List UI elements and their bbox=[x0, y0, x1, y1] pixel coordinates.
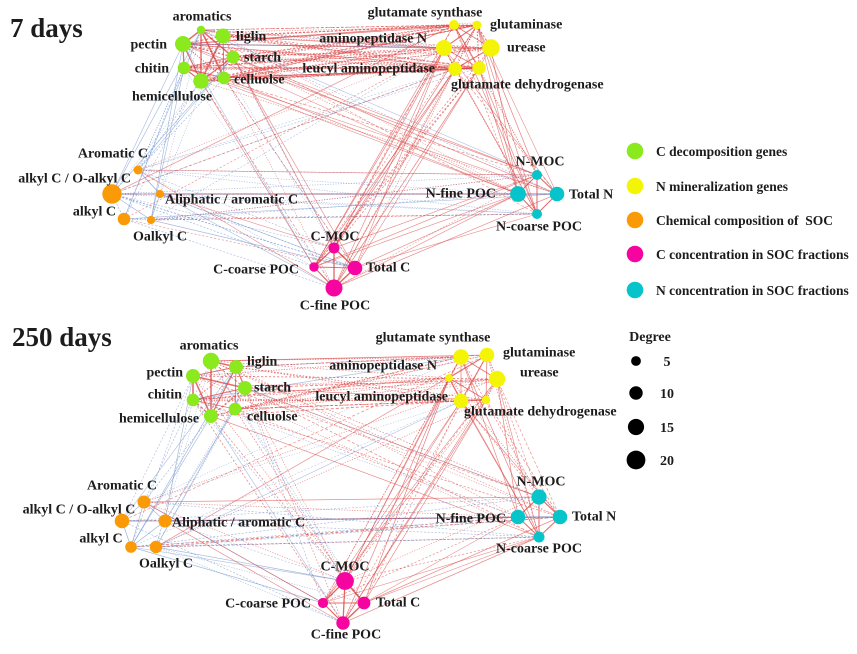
svg-text:15: 15 bbox=[660, 421, 674, 436]
svg-text:Oalkyl C: Oalkyl C bbox=[139, 557, 193, 572]
svg-text:C decomposition genes: C decomposition genes bbox=[656, 144, 787, 159]
svg-text:Aliphatic / aromatic C: Aliphatic / aromatic C bbox=[165, 193, 298, 208]
svg-text:pectin: pectin bbox=[130, 38, 167, 53]
svg-text:alkyl C: alkyl C bbox=[79, 532, 122, 547]
svg-text:N-MOC: N-MOC bbox=[517, 475, 566, 490]
svg-text:C-MOC: C-MOC bbox=[321, 560, 370, 575]
svg-text:N mineralization genes: N mineralization genes bbox=[656, 179, 788, 194]
svg-text:liglin: liglin bbox=[247, 355, 278, 370]
svg-text:urease: urease bbox=[520, 366, 559, 381]
svg-text:Aromatic C: Aromatic C bbox=[87, 479, 157, 494]
svg-text:Total C: Total C bbox=[366, 261, 410, 276]
svg-text:N-fine POC: N-fine POC bbox=[426, 187, 496, 202]
svg-text:alkyl C: alkyl C bbox=[73, 205, 116, 220]
svg-text:N-coarse POC: N-coarse POC bbox=[496, 220, 582, 235]
svg-text:liglin: liglin bbox=[236, 30, 267, 45]
svg-text:starch: starch bbox=[244, 51, 281, 66]
svg-text:C concentration in SOC fractio: C concentration in SOC fractions bbox=[656, 247, 849, 262]
svg-text:leucyl aminopeptidase: leucyl aminopeptidase bbox=[302, 62, 435, 77]
svg-text:N-MOC: N-MOC bbox=[516, 155, 565, 170]
svg-text:10: 10 bbox=[660, 387, 674, 402]
svg-text:glutaminase: glutaminase bbox=[490, 18, 562, 33]
svg-text:C-fine POC: C-fine POC bbox=[311, 628, 381, 643]
svg-text:aromatics: aromatics bbox=[173, 10, 232, 25]
svg-text:Total N: Total N bbox=[572, 510, 616, 525]
svg-text:hemicellulose: hemicellulose bbox=[132, 90, 212, 105]
svg-text:chitin: chitin bbox=[135, 62, 169, 77]
svg-text:hemicellulose: hemicellulose bbox=[119, 412, 199, 427]
svg-text:alkyl C / O-alkyl C: alkyl C / O-alkyl C bbox=[18, 172, 131, 187]
svg-text:Total C: Total C bbox=[376, 596, 420, 611]
svg-text:chitin: chitin bbox=[148, 388, 182, 403]
svg-text:C-coarse POC: C-coarse POC bbox=[225, 597, 311, 612]
svg-text:urease: urease bbox=[507, 41, 546, 56]
svg-text:Aromatic C: Aromatic C bbox=[78, 147, 148, 162]
svg-text:alkyl C / O-alkyl C: alkyl C / O-alkyl C bbox=[23, 503, 136, 518]
svg-text:C-coarse POC: C-coarse POC bbox=[213, 263, 299, 278]
svg-text:starch: starch bbox=[254, 381, 291, 396]
svg-text:250 days: 250 days bbox=[12, 322, 112, 352]
svg-text:Total N: Total N bbox=[569, 188, 613, 203]
svg-text:N-coarse POC: N-coarse POC bbox=[496, 542, 582, 557]
svg-text:aminopeptidase N: aminopeptidase N bbox=[319, 32, 427, 47]
svg-text:5: 5 bbox=[664, 355, 671, 370]
svg-text:glutaminase: glutaminase bbox=[503, 346, 575, 361]
svg-text:glutamate synthase: glutamate synthase bbox=[368, 6, 483, 21]
svg-text:C-fine POC: C-fine POC bbox=[300, 299, 370, 314]
svg-text:Aliphatic / aromatic C: Aliphatic / aromatic C bbox=[172, 516, 305, 531]
svg-text:N-fine POC: N-fine POC bbox=[436, 512, 506, 527]
svg-text:C-MOC: C-MOC bbox=[311, 230, 360, 245]
svg-text:Chemical composition of SOC: Chemical composition of SOC bbox=[656, 213, 833, 228]
svg-text:Degree: Degree bbox=[629, 330, 671, 345]
svg-text:aromatics: aromatics bbox=[180, 339, 239, 354]
svg-text:pectin: pectin bbox=[146, 366, 183, 381]
svg-text:celluolse: celluolse bbox=[234, 73, 285, 88]
svg-text:Oalkyl C: Oalkyl C bbox=[133, 230, 187, 245]
svg-text:aminopeptidase N: aminopeptidase N bbox=[329, 359, 437, 374]
svg-text:glutamate synthase: glutamate synthase bbox=[376, 331, 491, 346]
svg-text:20: 20 bbox=[660, 454, 674, 469]
svg-text:7 days: 7 days bbox=[10, 13, 83, 43]
svg-text:glutamate dehydrogenase: glutamate dehydrogenase bbox=[464, 405, 617, 420]
svg-text:glutamate dehydrogenase: glutamate dehydrogenase bbox=[451, 78, 604, 93]
svg-text:N concentration in SOC fractio: N concentration in SOC fractions bbox=[656, 283, 849, 298]
svg-text:leucyl aminopeptidase: leucyl aminopeptidase bbox=[315, 390, 448, 405]
svg-text:celluolse: celluolse bbox=[247, 410, 298, 425]
